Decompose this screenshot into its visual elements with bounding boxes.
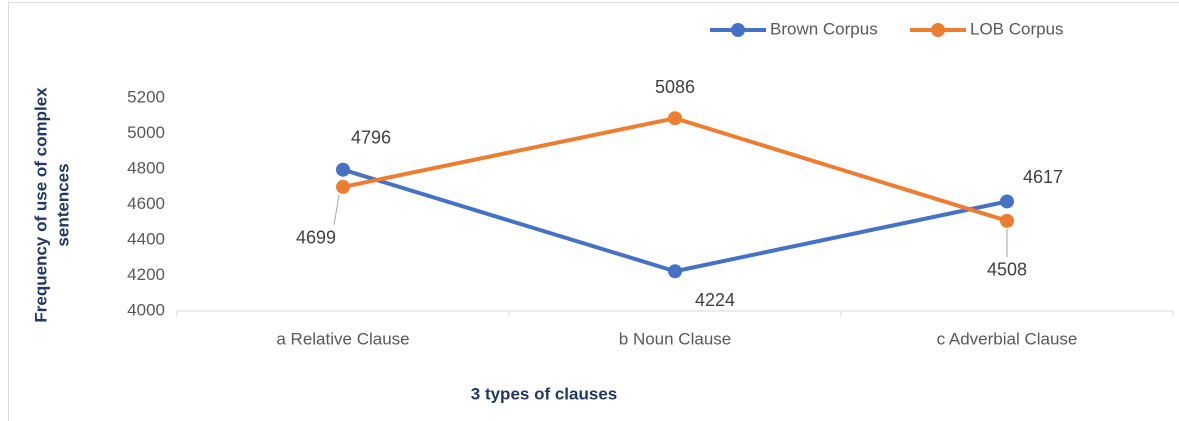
legend-label: LOB Corpus [970, 19, 1064, 38]
series-line [342, 167, 1008, 274]
data-label: 5086 [655, 77, 695, 97]
legend-label: Brown Corpus [770, 19, 878, 38]
data-label: 4699 [296, 228, 336, 248]
chart-border [8, 2, 1179, 421]
data-point [336, 162, 350, 177]
y-tick-label: 4800 [127, 158, 165, 177]
data-point [668, 264, 682, 279]
y-tick-label: 5000 [127, 123, 165, 142]
x-tick-label: c Adverbial Clause [937, 329, 1078, 348]
data-label: 4224 [695, 290, 735, 310]
data-point [1000, 194, 1014, 209]
x-tick-label: b Noun Clause [619, 329, 731, 348]
legend-marker [931, 23, 945, 37]
x-axis-title: 3 types of clauses [471, 384, 617, 403]
legend-marker [731, 23, 745, 37]
y-tick-label: 4400 [127, 229, 165, 248]
y-tick-label: 4000 [127, 300, 165, 319]
y-axis-title: sentences [53, 163, 72, 246]
data-label: 4508 [987, 260, 1027, 280]
data-label: 4796 [351, 127, 391, 147]
y-tick-label: 5200 [127, 87, 165, 106]
x-tick-label: a Relative Clause [276, 329, 409, 348]
data-point [668, 111, 682, 126]
y-tick-label: 4200 [127, 265, 165, 284]
y-tick-label: 4600 [127, 194, 165, 213]
data-point [336, 179, 350, 194]
data-point [1000, 213, 1014, 228]
series-line [342, 116, 1008, 223]
leader-line [333, 194, 340, 226]
y-axis-title: Frequency of use of complex [31, 87, 50, 323]
data-label: 4617 [1023, 167, 1063, 187]
